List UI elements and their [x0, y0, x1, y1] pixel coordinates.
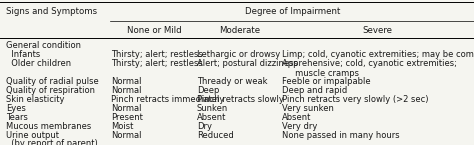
Text: Sunken: Sunken — [197, 104, 228, 113]
Text: Normal: Normal — [111, 77, 142, 86]
Text: Eyes: Eyes — [6, 104, 26, 113]
Text: Absent: Absent — [282, 113, 311, 122]
Text: Apprehensive; cold, cyanotic extremities;
     muscle cramps: Apprehensive; cold, cyanotic extremities… — [282, 59, 457, 78]
Text: Degree of Impairment: Degree of Impairment — [245, 7, 340, 16]
Text: Very sunken: Very sunken — [282, 104, 334, 113]
Text: Tears: Tears — [6, 113, 28, 122]
Text: Very dry: Very dry — [282, 122, 318, 130]
Text: Dry: Dry — [197, 122, 212, 130]
Text: Pinch retracts very slowly (>2 sec): Pinch retracts very slowly (>2 sec) — [282, 95, 428, 104]
Text: Limp; cold, cyanotic extremities; may be comatose: Limp; cold, cyanotic extremities; may be… — [282, 50, 474, 59]
Text: Mucous membranes: Mucous membranes — [6, 122, 91, 130]
Text: None passed in many hours: None passed in many hours — [282, 130, 400, 139]
Text: Thready or weak: Thready or weak — [197, 77, 267, 86]
Text: Present: Present — [111, 113, 143, 122]
Text: Alert; postural dizziness: Alert; postural dizziness — [197, 59, 298, 68]
Text: Skin elasticity: Skin elasticity — [6, 95, 64, 104]
Text: None or Mild: None or Mild — [127, 26, 182, 35]
Text: Moderate: Moderate — [219, 26, 260, 35]
Text: Normal: Normal — [111, 130, 142, 139]
Text: General condition: General condition — [6, 41, 81, 50]
Text: (by report of parent): (by report of parent) — [6, 139, 98, 145]
Text: Lethargic or drowsy: Lethargic or drowsy — [197, 50, 280, 59]
Text: Thirsty; alert; restless: Thirsty; alert; restless — [111, 50, 203, 59]
Text: Signs and Symptoms: Signs and Symptoms — [6, 7, 97, 16]
Text: Absent: Absent — [197, 113, 226, 122]
Text: Moist: Moist — [111, 122, 134, 130]
Text: Pinch retracts immediately: Pinch retracts immediately — [111, 95, 225, 104]
Text: Feeble or impalpable: Feeble or impalpable — [282, 77, 371, 86]
Text: Urine output: Urine output — [6, 130, 59, 139]
Text: Normal: Normal — [111, 104, 142, 113]
Text: Quality of respiration: Quality of respiration — [6, 86, 95, 95]
Text: Older children: Older children — [6, 59, 71, 68]
Text: Normal: Normal — [111, 86, 142, 95]
Text: Infants: Infants — [6, 50, 40, 59]
Text: Deep and rapid: Deep and rapid — [282, 86, 347, 95]
Text: Deep: Deep — [197, 86, 219, 95]
Text: Severe: Severe — [363, 26, 393, 35]
Text: Quality of radial pulse: Quality of radial pulse — [6, 77, 99, 86]
Text: Reduced: Reduced — [197, 130, 234, 139]
Text: Thirsty; alert; restless: Thirsty; alert; restless — [111, 59, 203, 68]
Text: Pinch retracts slowly: Pinch retracts slowly — [197, 95, 283, 104]
